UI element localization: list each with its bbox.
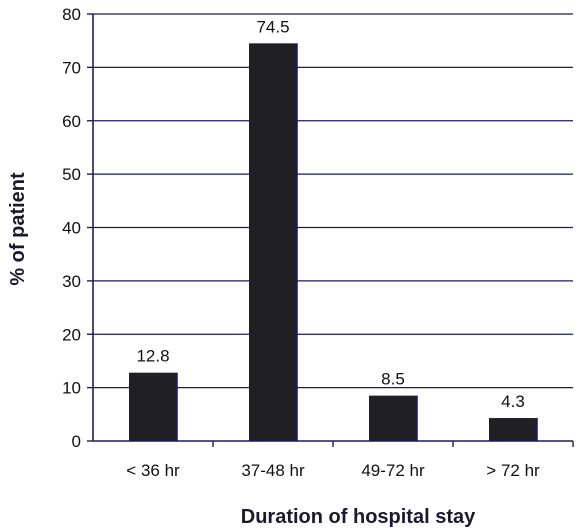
y-tick-label: 30 <box>62 272 81 291</box>
x-tick-label: 49-72 hr <box>361 461 425 480</box>
bars <box>129 43 538 441</box>
data-labels: 12.8 74.5 8.5 4.3 <box>136 17 524 411</box>
bar-1 <box>129 372 177 441</box>
bar-3 <box>369 395 417 441</box>
y-tick-label: 10 <box>62 379 81 398</box>
y-tick-label: 80 <box>62 5 81 24</box>
y-tick-label: 0 <box>72 432 81 451</box>
x-tick-label: 37-48 hr <box>241 461 305 480</box>
data-label: 74.5 <box>256 17 289 36</box>
y-tick-label: 40 <box>62 219 81 238</box>
data-label: 12.8 <box>136 347 169 366</box>
y-axis-title: % of patient <box>7 172 29 286</box>
y-tick-label: 60 <box>62 112 81 131</box>
bar-4 <box>489 418 537 441</box>
y-tick-labels: 0 10 20 30 40 50 60 70 80 <box>62 5 81 451</box>
bar-2 <box>249 43 297 441</box>
y-tick-label: 20 <box>62 325 81 344</box>
x-tick-labels: < 36 hr 37-48 hr 49-72 hr > 72 hr <box>126 461 540 480</box>
y-tick-label: 50 <box>62 165 81 184</box>
data-label: 4.3 <box>501 392 525 411</box>
x-tick-label: > 72 hr <box>486 461 540 480</box>
axes <box>87 13 574 447</box>
data-label: 8.5 <box>381 370 405 389</box>
x-tick-label: < 36 hr <box>126 461 180 480</box>
y-tick-label: 70 <box>62 58 81 77</box>
x-axis-title: Duration of hospital stay <box>241 506 476 528</box>
gridlines <box>93 13 573 389</box>
